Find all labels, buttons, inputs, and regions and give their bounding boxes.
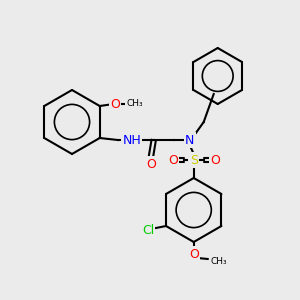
Text: O: O bbox=[110, 98, 120, 110]
Text: O: O bbox=[168, 154, 178, 166]
Text: Cl: Cl bbox=[142, 224, 154, 236]
Text: CH₃: CH₃ bbox=[126, 100, 143, 109]
Text: CH₃: CH₃ bbox=[210, 257, 227, 266]
Text: O: O bbox=[210, 154, 220, 166]
Text: S: S bbox=[190, 154, 198, 166]
Text: N: N bbox=[185, 134, 194, 146]
Text: NH: NH bbox=[122, 134, 141, 146]
Text: O: O bbox=[189, 248, 199, 260]
Text: O: O bbox=[146, 158, 156, 170]
